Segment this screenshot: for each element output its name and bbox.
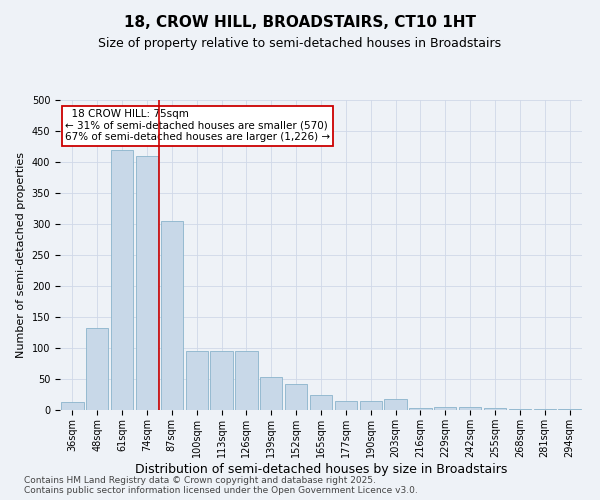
Bar	[136, 156, 158, 410]
Text: Contains HM Land Registry data © Crown copyright and database right 2025.
Contai: Contains HM Land Registry data © Crown c…	[24, 476, 418, 495]
Bar	[86, 328, 109, 410]
Bar	[559, 409, 581, 410]
Bar	[409, 408, 431, 410]
Text: 18 CROW HILL: 75sqm
← 31% of semi-detached houses are smaller (570)
67% of semi-: 18 CROW HILL: 75sqm ← 31% of semi-detach…	[65, 110, 331, 142]
Bar	[185, 351, 208, 410]
Bar	[111, 150, 133, 410]
Bar	[434, 407, 457, 410]
Bar	[285, 384, 307, 410]
Text: Size of property relative to semi-detached houses in Broadstairs: Size of property relative to semi-detach…	[98, 38, 502, 51]
Bar	[335, 402, 357, 410]
Bar	[385, 400, 407, 410]
Bar	[459, 407, 481, 410]
Text: 18, CROW HILL, BROADSTAIRS, CT10 1HT: 18, CROW HILL, BROADSTAIRS, CT10 1HT	[124, 15, 476, 30]
X-axis label: Distribution of semi-detached houses by size in Broadstairs: Distribution of semi-detached houses by …	[135, 462, 507, 475]
Bar	[161, 221, 183, 410]
Bar	[484, 408, 506, 410]
Y-axis label: Number of semi-detached properties: Number of semi-detached properties	[16, 152, 26, 358]
Bar	[509, 409, 531, 410]
Bar	[310, 394, 332, 410]
Bar	[359, 402, 382, 410]
Bar	[235, 351, 257, 410]
Bar	[211, 351, 233, 410]
Bar	[260, 377, 283, 410]
Bar	[61, 402, 83, 410]
